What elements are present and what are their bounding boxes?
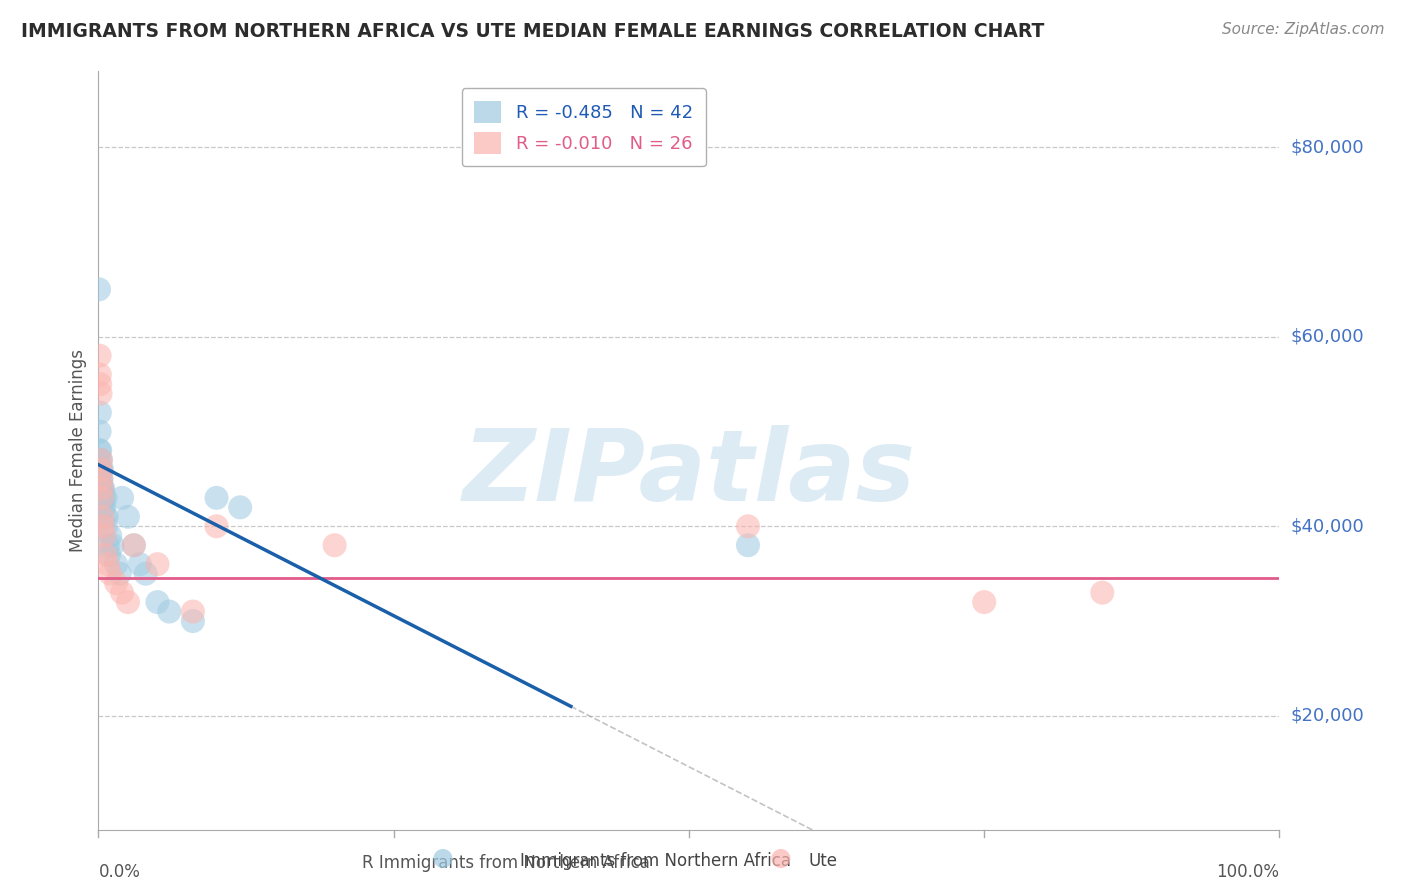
Point (94, 548, 117, 562)
Point (91, 509, 114, 524)
Text: ●: ● (769, 846, 792, 870)
Point (93, 529, 115, 543)
Point (117, 595, 139, 609)
Point (229, 500, 252, 515)
Point (91, 462, 114, 476)
Point (323, 538, 346, 552)
Point (90, 472, 112, 486)
Text: $80,000: $80,000 (1291, 138, 1364, 156)
Point (128, 557, 150, 572)
Point (89, 443, 111, 458)
Point (90, 453, 112, 467)
Point (90, 462, 112, 476)
Text: 0.0%: 0.0% (98, 863, 141, 880)
Point (90, 482, 112, 496)
Text: $20,000: $20,000 (1291, 706, 1364, 725)
Point (98, 529, 121, 543)
Point (157, 605, 180, 619)
Point (90, 453, 112, 467)
Point (90, 462, 112, 476)
Text: R Immigrants from Northern Africa: R Immigrants from Northern Africa (363, 855, 650, 872)
Point (98, 566, 121, 581)
Text: ZIPatlas: ZIPatlas (463, 425, 915, 522)
Point (181, 605, 204, 619)
Point (94, 509, 117, 524)
Point (93, 500, 115, 515)
Point (97, 538, 120, 552)
Legend: R = -0.485   N = 42, R = -0.010   N = 26: R = -0.485 N = 42, R = -0.010 N = 26 (461, 88, 706, 166)
Point (90, 472, 112, 486)
Point (122, 538, 145, 552)
Point (89, 349, 111, 363)
Point (94, 491, 117, 505)
Point (90, 482, 112, 496)
Point (737, 519, 759, 533)
Text: 100.0%: 100.0% (1216, 863, 1279, 880)
Point (117, 509, 139, 524)
Point (91, 519, 114, 533)
Point (97, 557, 120, 572)
Point (105, 576, 128, 591)
Point (90, 386, 112, 401)
Point (89, 405, 111, 419)
Point (89, 425, 111, 439)
Point (91, 491, 114, 505)
Point (105, 557, 128, 572)
Point (89, 443, 111, 458)
Point (111, 585, 134, 599)
Point (89, 368, 111, 382)
Point (1091, 585, 1114, 599)
Point (90, 472, 112, 486)
Point (101, 538, 124, 552)
Point (90, 491, 112, 505)
Point (96, 509, 118, 524)
Text: ●: ● (432, 846, 454, 870)
Point (111, 491, 134, 505)
Point (108, 566, 131, 581)
Point (205, 519, 228, 533)
Point (146, 557, 169, 572)
Text: Immigrants from Northern Africa: Immigrants from Northern Africa (520, 852, 792, 870)
Point (94, 519, 117, 533)
Y-axis label: Median Female Earnings: Median Female Earnings (69, 349, 87, 552)
Text: Ute: Ute (808, 852, 838, 870)
Point (973, 595, 995, 609)
Point (135, 566, 157, 581)
Point (89, 377, 111, 392)
Point (93, 491, 115, 505)
Point (146, 595, 169, 609)
Point (91, 482, 114, 496)
Text: $40,000: $40,000 (1291, 517, 1364, 535)
Point (90, 462, 112, 476)
Point (89, 482, 111, 496)
Point (91, 482, 114, 496)
Point (89, 453, 111, 467)
Text: Source: ZipAtlas.com: Source: ZipAtlas.com (1222, 22, 1385, 37)
Text: IMMIGRANTS FROM NORTHERN AFRICA VS UTE MEDIAN FEMALE EARNINGS CORRELATION CHART: IMMIGRANTS FROM NORTHERN AFRICA VS UTE M… (21, 22, 1045, 41)
Point (737, 538, 759, 552)
Point (181, 614, 204, 628)
Point (87, 282, 110, 296)
Point (122, 538, 145, 552)
Point (91, 500, 114, 515)
Point (89, 462, 111, 476)
Point (205, 491, 228, 505)
Point (98, 548, 121, 562)
Text: $60,000: $60,000 (1291, 327, 1364, 346)
